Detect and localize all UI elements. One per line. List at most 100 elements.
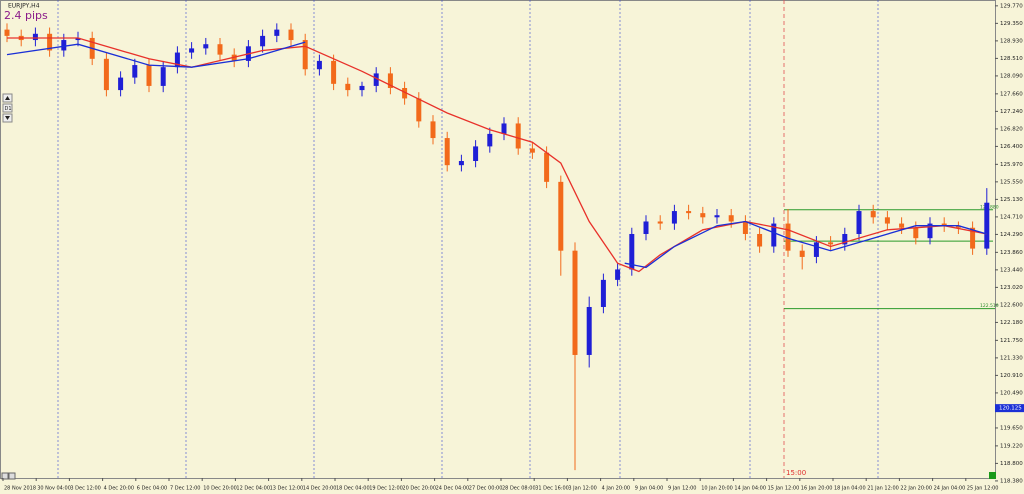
candle-body [813, 242, 819, 257]
candle-body [373, 73, 379, 86]
y-tick-label: 123.020 [1000, 285, 1023, 291]
button[interactable] [1, 472, 9, 480]
candle-body [856, 211, 862, 234]
candle-body [32, 33, 38, 41]
x-tick-label: 30 Nov 04:00 [37, 486, 71, 492]
candle-body [529, 148, 535, 153]
y-tick-label: 127.660 [1000, 91, 1023, 97]
y-tick-label: 123.440 [1000, 267, 1023, 273]
candle-body [941, 223, 947, 226]
candle-body [828, 242, 834, 245]
status [989, 472, 996, 479]
candle-body [785, 223, 791, 251]
pips: 2.4 pips [4, 9, 48, 22]
x-tick-label: 16 Jan 20:00 [801, 486, 833, 492]
x-tick-label: 27 Dec 00:00 [469, 486, 503, 492]
x-tick-label: 18 Dec 04:00 [336, 486, 370, 492]
candle-body [899, 223, 905, 228]
candle-body [316, 60, 322, 70]
candle-body [501, 123, 507, 134]
candle-body [473, 146, 479, 162]
candle-body [643, 221, 649, 234]
candle-body [359, 85, 365, 91]
x-tick-label: 18 Jan 04:00 [834, 486, 866, 492]
y-tick-label: 118.380 [1000, 478, 1023, 484]
x-tick-label: 9 Jan 12:00 [668, 486, 696, 492]
y-tick-label: 122.600 [1000, 302, 1023, 308]
candle-body [927, 223, 933, 239]
y-tick-label: 126.400 [1000, 144, 1023, 150]
candle-body [189, 48, 195, 53]
y-tick-label: 120.910 [1000, 373, 1023, 379]
x-tick-label: 6 Dec 04:00 [137, 486, 167, 492]
x-tick-label: 24 Jan 04:00 [934, 486, 966, 492]
candle-body [544, 152, 550, 182]
candle-body [458, 161, 464, 166]
y-tick-label: 124.290 [1000, 232, 1023, 238]
y-tick-label: 128.510 [1000, 56, 1023, 62]
x-tick-label: 4 Dec 20:00 [104, 486, 134, 492]
chart-title: EURJPY,H4 [8, 3, 40, 10]
x-tick-label: 3 Jan 12:00 [568, 486, 596, 492]
candle-body [657, 221, 663, 224]
y-tick-label: 119.650 [1000, 425, 1023, 431]
x-tick-label: 31 Dec 16:00 [535, 486, 569, 492]
timeframe: D1 [5, 106, 12, 112]
price-tag [995, 404, 1024, 413]
candle-body [174, 52, 180, 68]
y-tick-label: 128.090 [1000, 73, 1023, 79]
y-tick-label: 129.350 [1000, 21, 1023, 27]
y-tick-label: 120.490 [1000, 390, 1023, 396]
candle-body [47, 33, 53, 51]
candle-body [515, 123, 521, 149]
candle-body [444, 138, 450, 166]
x-tick-label: 14 Jan 04:00 [734, 486, 766, 492]
x-tick-label: 21 Jan 12:00 [867, 486, 899, 492]
candle-body [600, 279, 606, 307]
candle-body [274, 29, 280, 36]
candle-body [842, 233, 848, 245]
y-tick-label: 129.770 [1000, 3, 1023, 9]
candle-body [757, 233, 763, 247]
candle-body [487, 133, 493, 147]
y-tick-label: 125.970 [1000, 162, 1023, 168]
x-tick-label: 9 Jan 04:00 [635, 486, 663, 492]
candle-body [430, 121, 436, 139]
candle-body [700, 213, 706, 218]
button[interactable] [8, 472, 16, 480]
x-tick-label: 13 Dec 12:00 [270, 486, 304, 492]
y-tick-label: 125.550 [1000, 179, 1023, 185]
candle-body [572, 250, 578, 355]
candle-body [586, 306, 592, 355]
plot-frame [0, 0, 996, 479]
candle-body [913, 227, 919, 239]
candle-body [217, 44, 223, 55]
candle-body [558, 181, 564, 251]
candle-body [4, 29, 10, 36]
candle-body [799, 250, 805, 257]
candle-body [288, 29, 294, 41]
y-tick-label: 128.930 [1000, 38, 1023, 44]
y-tick-label: 124.710 [1000, 214, 1023, 220]
x-tick-label: 20 Dec 20:00 [402, 486, 436, 492]
candle-body [955, 225, 961, 228]
candle-body [984, 202, 990, 249]
timeframe-box[interactable] [2, 103, 13, 113]
candle-body [686, 211, 692, 214]
candle-body [970, 227, 976, 249]
candle-body [771, 223, 777, 247]
x-tick-label: 14 Dec 20:00 [303, 486, 337, 492]
x-tick-label: 15 Jan 12:00 [768, 486, 800, 492]
level-label: 122.510 [980, 303, 999, 309]
x-tick-label: 10 Dec 20:00 [203, 486, 237, 492]
moving-average [7, 37, 987, 273]
y-tick-label: 119.220 [1000, 443, 1023, 449]
candle-body [671, 211, 677, 224]
candle-body [402, 88, 408, 99]
y-tick-label: 121.330 [1000, 355, 1023, 361]
candle-body [103, 58, 109, 91]
candle-body [345, 83, 351, 91]
y-tick-label: 122.180 [1000, 320, 1023, 326]
candle-body [260, 35, 266, 47]
